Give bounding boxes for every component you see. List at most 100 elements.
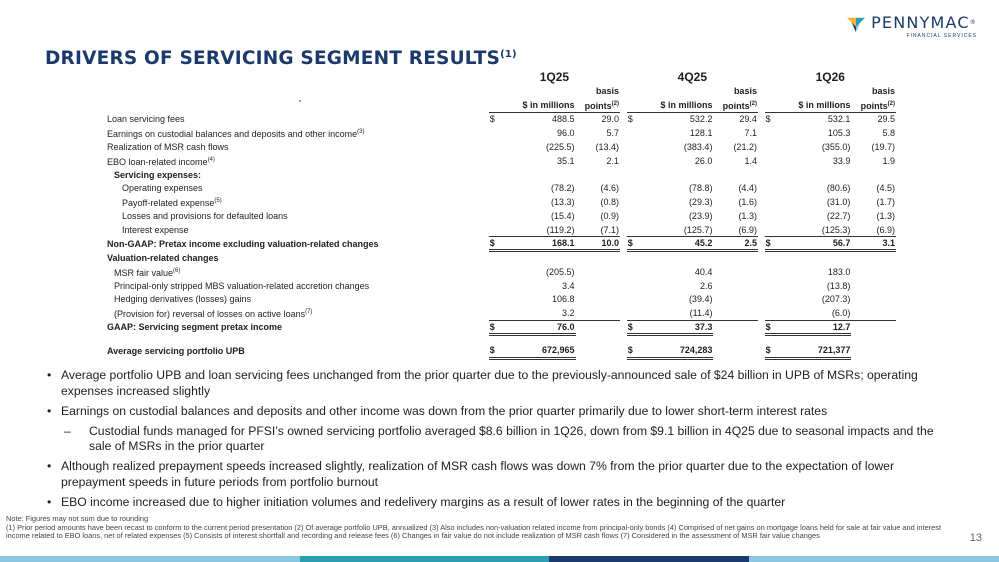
bp-cell: 1.9 <box>882 155 895 166</box>
dollar-cell <box>765 292 774 306</box>
bp-cell <box>713 344 758 358</box>
bp-cell <box>713 265 758 279</box>
bullet-item: Average portfolio UPB and loan servicing… <box>47 368 952 399</box>
row-label: Non-GAAP: Pretax income excluding valuat… <box>107 238 379 249</box>
commentary-bullets: Average portfolio UPB and loan servicing… <box>47 368 952 515</box>
bp-header: points(2) <box>851 97 896 113</box>
dollar-cell: $ <box>626 236 636 253</box>
table-row: Valuation-related changes <box>106 251 896 265</box>
bp-cell <box>713 306 758 321</box>
bp-cell: 1.4 <box>744 155 757 166</box>
dollar-cell <box>765 168 774 182</box>
servicing-results-table: 1Q25 4Q25 1Q26 basis basis basis $ in mi… <box>106 70 896 360</box>
table-row: Operating expenses (78.2) (4.6) (78.8) (4.4)… <box>106 181 896 195</box>
row-label: MSR fair value(6) <box>114 267 181 278</box>
bp-cell <box>851 292 896 306</box>
row-label: Realization of MSR cash flows <box>107 141 229 152</box>
header-period-row: 1Q25 4Q25 1Q26 <box>106 70 896 84</box>
amount-cell: (119.2) <box>497 223 576 238</box>
dollar-cell: $ <box>488 111 498 126</box>
amount-cell: 37.3 <box>635 320 714 336</box>
amount-cell: 105.3 <box>827 127 851 138</box>
pennymac-logo-icon <box>847 17 866 33</box>
brand-subtitle: FINANCIAL SERVICES <box>906 33 977 39</box>
page-title: DRIVERS OF SERVICING SEGMENT RESULTS(1) <box>45 48 517 69</box>
basis-header: basis <box>871 85 895 96</box>
bp-cell: (13.4) <box>595 141 620 152</box>
dollar-cell <box>489 181 498 195</box>
dollar-cell <box>627 140 636 154</box>
amount-cell <box>498 251 576 265</box>
bp-cell <box>713 292 758 306</box>
dollar-cell <box>627 126 636 140</box>
amount-cell: 3.4 <box>562 280 575 291</box>
dollar-cell <box>489 154 498 168</box>
amount-cell: (125.3) <box>773 223 852 238</box>
dollar-cell <box>627 265 636 279</box>
footer-color-band <box>0 556 999 562</box>
bp-cell <box>575 306 621 321</box>
amount-cell: (29.3) <box>688 197 713 208</box>
row-label: Interest expense <box>122 224 189 235</box>
bp-cell <box>851 306 896 321</box>
dollar-cell: $ <box>764 236 774 253</box>
dollar-cell <box>765 279 774 293</box>
amount-cell: 33.9 <box>832 155 851 166</box>
bp-cell <box>576 168 621 182</box>
bp-cell <box>713 251 758 265</box>
bp-cell <box>713 168 758 182</box>
bp-cell: 2.5 <box>713 236 758 253</box>
bp-cell <box>576 344 621 358</box>
bp-cell: (21.2) <box>733 141 757 152</box>
pennymac-logo: PENNYMAC® FINANCIAL SERVICES <box>847 14 977 39</box>
dollar-cell <box>764 223 774 238</box>
bp-cell: (6.9) <box>713 223 758 238</box>
period-header: 1Q25 <box>539 69 570 84</box>
bp-header: points(2) <box>575 97 621 113</box>
dollar-cell <box>627 251 636 265</box>
table-row: (Provision for) reversal of losses on ac… <box>106 306 896 321</box>
bp-cell: 29.0 <box>575 111 621 126</box>
bullet-item: Although realized prepayment speeds incr… <box>47 459 952 490</box>
dollar-cell <box>765 140 774 154</box>
amount-cell: 45.2 <box>635 236 714 253</box>
amount-cell: 106.8 <box>551 294 575 305</box>
amount-cell: 128.1 <box>689 127 713 138</box>
table-row: Payoff-related expense(5) (13.3) (0.8) (29.… <box>106 195 896 209</box>
footnote-line: Note: Figures may not sum due to roundin… <box>6 514 149 523</box>
amount-header: $ in millions <box>626 97 714 113</box>
bp-cell: 3.1 <box>851 236 896 253</box>
header-basis-row: basis basis basis <box>106 84 896 98</box>
dollar-cell: $ <box>764 344 774 360</box>
dollar-cell <box>489 209 498 223</box>
amount-cell: (355.0) <box>821 141 851 152</box>
row-label: Operating expenses <box>122 183 203 194</box>
dollar-cell: $ <box>488 236 498 253</box>
amount-cell: (6.0) <box>773 306 852 321</box>
bp-cell: (19.7) <box>871 141 895 152</box>
bp-cell <box>851 279 896 293</box>
bp-cell: 5.8 <box>882 127 895 138</box>
row-label: Hedging derivatives (losses) gains <box>114 294 252 305</box>
table-row: Losses and provisions for defaulted loan… <box>106 209 896 223</box>
dollar-cell: $ <box>626 111 636 126</box>
bp-cell: 2.1 <box>606 155 620 166</box>
bp-cell: 5.7 <box>606 127 620 138</box>
dollar-cell: $ <box>764 320 774 336</box>
dollar-cell <box>626 223 636 238</box>
bp-cell: (4.6) <box>600 183 620 194</box>
amount-cell: 2.6 <box>699 280 713 291</box>
table-row: GAAP: Servicing segment pretax income $76… <box>106 320 896 336</box>
sub-bullet-item: Custodial funds managed for PFSI’s owned… <box>47 424 952 455</box>
bp-cell <box>851 265 896 279</box>
dollar-cell <box>627 292 636 306</box>
row-label: Principal-only stripped MBS valuation-re… <box>114 280 370 291</box>
brand-name: PENNYMAC® <box>871 13 977 32</box>
amount-cell: (383.4) <box>683 141 713 152</box>
dollar-cell <box>765 154 774 168</box>
bullet-item: Earnings on custodial balances and depos… <box>47 404 952 420</box>
header-units-row: $ in millions points(2) $ in millions poin… <box>106 97 896 113</box>
amount-cell: (80.6) <box>826 183 851 194</box>
amount-cell: (78.2) <box>551 183 575 194</box>
dollar-cell <box>627 195 636 209</box>
